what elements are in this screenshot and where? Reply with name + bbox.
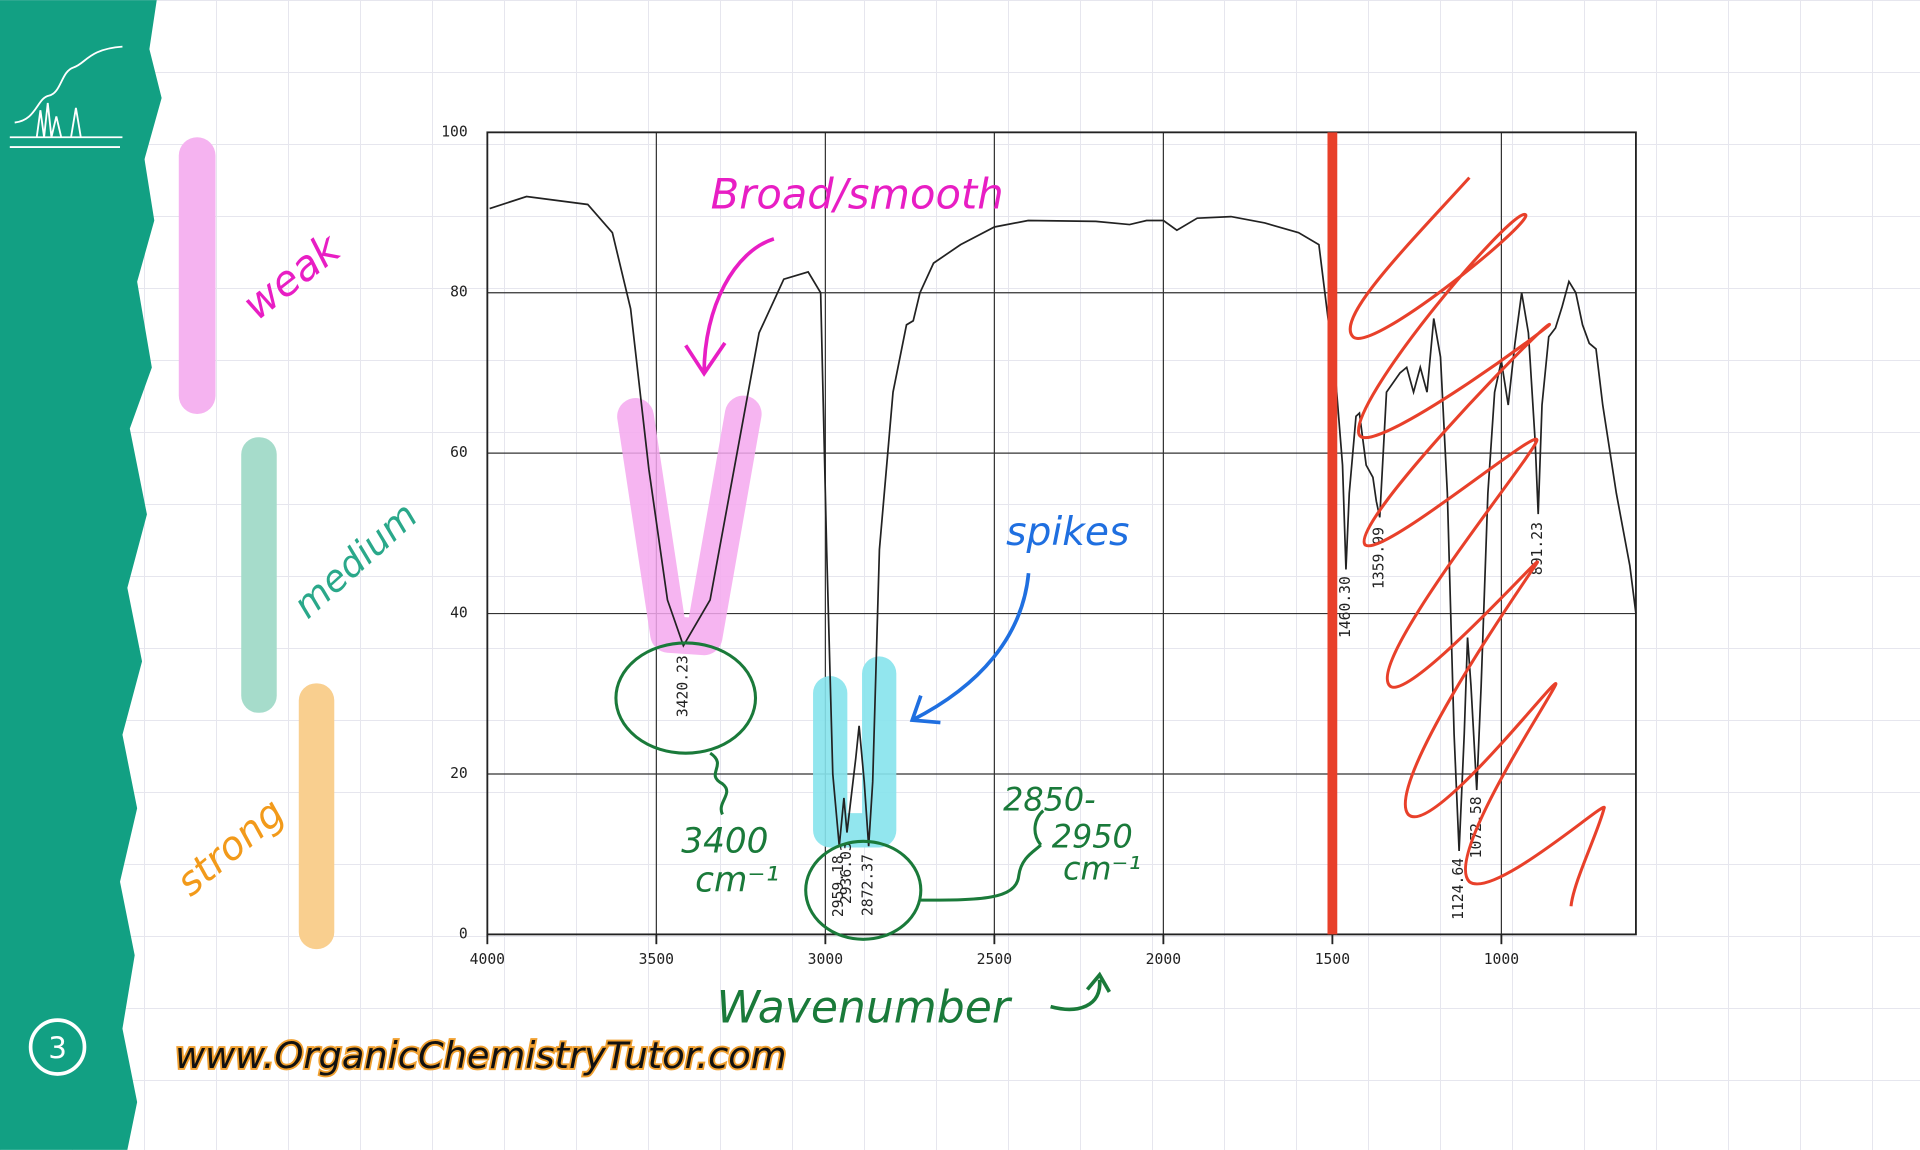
- oh-value: 3400: [681, 821, 768, 861]
- peak-label: 2936.03: [838, 842, 855, 904]
- peak-label: 2872.37: [860, 854, 877, 916]
- spike-highlight: [813, 656, 897, 848]
- plot: 0 20 40 60 80 100 4000 3500 3000 2500 2000 1500 1000…: [441, 123, 1637, 968]
- side-strip: [0, 0, 162, 1150]
- annotations: Broad/smooth spikes 3400 cm⁻¹ 2850- 2950…: [614, 169, 1606, 1034]
- slide-number: 3: [48, 1031, 67, 1065]
- y-tick-label: 20: [450, 765, 468, 782]
- strong-bar: [298, 683, 335, 950]
- medium-label: medium: [285, 494, 426, 627]
- peak-label: 2959.18: [830, 855, 847, 917]
- x-tick-label: 1500: [1315, 951, 1350, 968]
- peak-label: 891.23: [1529, 522, 1546, 575]
- y-tick-label: 0: [459, 925, 468, 942]
- oh-unit: cm⁻¹: [695, 861, 779, 901]
- y-tick-label: 80: [450, 284, 468, 301]
- ch-value-start: 2850-: [1003, 781, 1096, 819]
- ch-circle: [804, 839, 923, 941]
- x-tick-label: 3000: [808, 951, 843, 968]
- slide-number-circle: [28, 1018, 87, 1076]
- peak-label: 1460.30: [1337, 576, 1354, 638]
- x-label-arrow: [1050, 971, 1111, 1012]
- broad-highlight: [617, 395, 762, 656]
- ch-unit: cm⁻¹: [1063, 849, 1141, 887]
- weak-label: weak: [233, 222, 351, 329]
- y-tick-label: 100: [441, 123, 468, 140]
- strong-label: strong: [168, 790, 293, 905]
- broad-note: Broad/smooth: [711, 169, 1004, 218]
- peak-label: 1124.64: [1450, 858, 1467, 920]
- x-tick-label: 4000: [470, 951, 505, 968]
- oh-circle: [614, 641, 758, 755]
- x-axis-label: Wavenumber: [717, 983, 1013, 1034]
- x-tick-label: 2500: [977, 951, 1012, 968]
- y-tick-label: 40: [450, 605, 468, 622]
- weak-bar: [178, 137, 216, 414]
- peak-label: 3420.23: [674, 655, 691, 717]
- ch-connector: [920, 809, 1045, 902]
- x-tick-label: 3500: [639, 951, 674, 968]
- peak-label: 1359.99: [1371, 527, 1388, 589]
- nmr-icon: [9, 45, 123, 148]
- spikes-arrow: [909, 572, 1031, 725]
- spectrum-line: [489, 195, 1637, 852]
- ch-value-end: 2950: [1052, 817, 1133, 855]
- x-tick-label: 1000: [1484, 951, 1519, 968]
- plot-frame: [486, 131, 1637, 936]
- fingerprint-scribble: [1348, 176, 1606, 907]
- broad-arrow: [684, 237, 775, 377]
- oh-squiggle: [709, 751, 729, 816]
- y-tick-label: 60: [450, 444, 468, 461]
- spikes-note: spikes: [1006, 510, 1129, 555]
- website: www.OrganicChemistryTutor.com: [175, 1034, 786, 1077]
- x-tick-label: 2000: [1146, 951, 1181, 968]
- medium-bar: [241, 437, 277, 713]
